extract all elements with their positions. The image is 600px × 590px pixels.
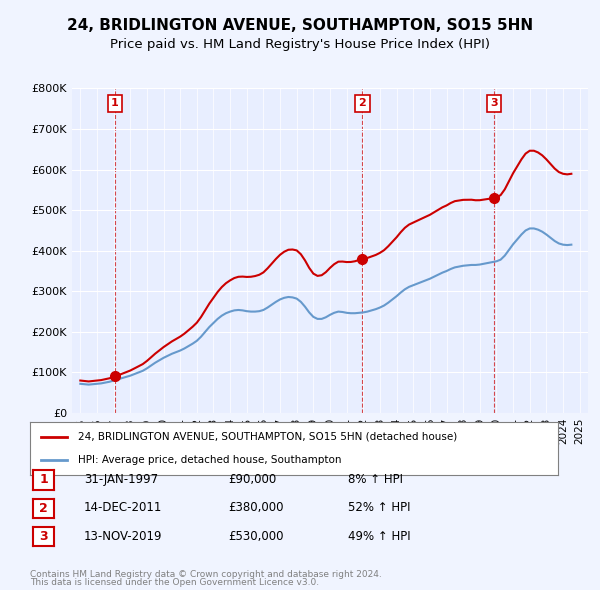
Text: Contains HM Land Registry data © Crown copyright and database right 2024.: Contains HM Land Registry data © Crown c… (30, 571, 382, 579)
Text: 2: 2 (39, 502, 48, 515)
Text: 1: 1 (111, 98, 119, 108)
Text: 1: 1 (39, 473, 48, 487)
Text: HPI: Average price, detached house, Southampton: HPI: Average price, detached house, Sout… (77, 455, 341, 465)
Text: £380,000: £380,000 (228, 502, 284, 514)
Text: Price paid vs. HM Land Registry's House Price Index (HPI): Price paid vs. HM Land Registry's House … (110, 38, 490, 51)
Text: 31-JAN-1997: 31-JAN-1997 (84, 473, 158, 486)
Text: 24, BRIDLINGTON AVENUE, SOUTHAMPTON, SO15 5HN (detached house): 24, BRIDLINGTON AVENUE, SOUTHAMPTON, SO1… (77, 432, 457, 442)
Text: 8% ↑ HPI: 8% ↑ HPI (348, 473, 403, 486)
Text: This data is licensed under the Open Government Licence v3.0.: This data is licensed under the Open Gov… (30, 578, 319, 587)
Text: 13-NOV-2019: 13-NOV-2019 (84, 530, 163, 543)
Text: 14-DEC-2011: 14-DEC-2011 (84, 502, 163, 514)
Text: 2: 2 (359, 98, 367, 108)
Text: £90,000: £90,000 (228, 473, 276, 486)
Text: 52% ↑ HPI: 52% ↑ HPI (348, 502, 410, 514)
Text: 49% ↑ HPI: 49% ↑ HPI (348, 530, 410, 543)
Text: 3: 3 (490, 98, 498, 108)
Text: 24, BRIDLINGTON AVENUE, SOUTHAMPTON, SO15 5HN: 24, BRIDLINGTON AVENUE, SOUTHAMPTON, SO1… (67, 18, 533, 32)
Text: £530,000: £530,000 (228, 530, 284, 543)
Text: 3: 3 (39, 530, 48, 543)
